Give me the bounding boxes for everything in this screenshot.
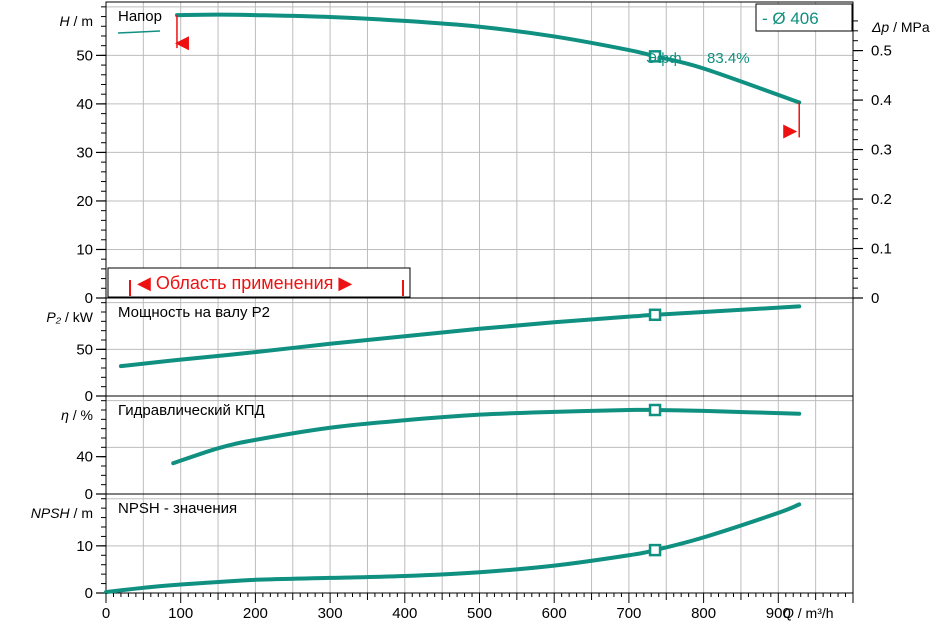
- efficiency-label: Эфф.: [646, 50, 686, 67]
- y-tick-label: 0: [85, 486, 93, 503]
- operating-point-npsh: [648, 543, 662, 557]
- range-end-arrow: [783, 124, 798, 139]
- y-tick-label: 10: [76, 241, 93, 258]
- legend-series-name: - Ø 406: [762, 9, 819, 28]
- y-tick-label: 0: [85, 290, 93, 307]
- secondary-tick-label: 0.2: [871, 191, 892, 208]
- x-tick-label: 100: [168, 605, 193, 622]
- x-tick-label: 200: [243, 605, 268, 622]
- x-tick-label: 600: [542, 605, 567, 622]
- efficiency-value: 83.4%: [707, 50, 750, 67]
- secondary-axis-label: Δp / MPa: [871, 19, 930, 35]
- x-tick-label: 900: [766, 605, 791, 622]
- y-tick-label: 50: [76, 47, 93, 64]
- x-tick-label: 500: [467, 605, 492, 622]
- legend-box: [755, 3, 853, 32]
- application-range-label: ◀ Область применения ▶: [137, 273, 352, 293]
- range-start-arrow: [174, 36, 189, 51]
- title-legend-stroke: [117, 30, 161, 34]
- secondary-tick-label: 0.5: [871, 43, 892, 60]
- y-tick-label: 0: [85, 388, 93, 405]
- y-tick-label: 50: [76, 341, 93, 358]
- operating-point-power: [648, 308, 662, 322]
- y-axis-label-npsh: NPSH / m: [31, 505, 93, 521]
- curve-head: [174, 12, 802, 105]
- curve-npsh: [104, 502, 802, 595]
- y-tick-label: 40: [76, 96, 93, 113]
- secondary-tick-label: 0.1: [871, 241, 892, 258]
- curve-efficiency: [171, 407, 802, 466]
- panel-title-head: Напор: [118, 8, 162, 25]
- y-axis-label-power: P₂ / kW: [46, 309, 93, 325]
- x-axis-label: Q / m³/h: [783, 605, 834, 621]
- x-tick-label: 800: [691, 605, 716, 622]
- panel-title-power: Мощность на валу P2: [118, 304, 270, 321]
- y-axis-label-head: H / m: [60, 13, 93, 29]
- y-tick-label: 20: [76, 193, 93, 210]
- secondary-tick-label: 0.4: [871, 92, 892, 109]
- x-tick-label: 400: [392, 605, 417, 622]
- y-tick-label: 0: [85, 585, 93, 602]
- secondary-tick-label: 0.3: [871, 142, 892, 159]
- x-tick-label: 0: [102, 605, 110, 622]
- x-tick-label: 300: [318, 605, 343, 622]
- panel-title-npsh: NPSH - значения: [118, 500, 237, 517]
- secondary-tick-label: 0: [871, 290, 879, 307]
- application-range-box: [107, 267, 411, 298]
- y-tick-label: 30: [76, 144, 93, 161]
- operating-point-head: [648, 50, 662, 63]
- y-tick-label: 10: [76, 538, 93, 555]
- x-tick-label: 700: [616, 605, 641, 622]
- y-axis-label-efficiency: η / %: [61, 407, 93, 423]
- curve-power: [118, 304, 802, 369]
- operating-point-efficiency: [648, 403, 662, 417]
- panel-title-efficiency: Гидравлический КПД: [118, 402, 265, 419]
- y-tick-label: 40: [76, 449, 93, 466]
